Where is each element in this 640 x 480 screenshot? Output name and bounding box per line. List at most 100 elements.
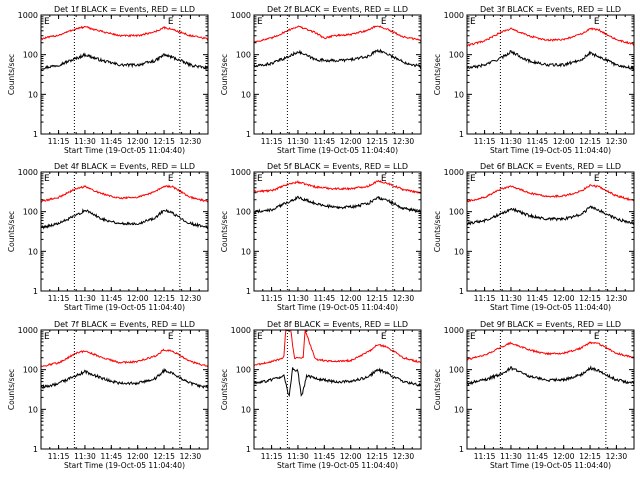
marker-label: E: [168, 17, 174, 27]
y-tick-label: 1000: [444, 168, 464, 177]
panel-title: Det 9f BLACK = Events, RED = LLD: [480, 320, 621, 329]
y-tick-label: 1: [246, 287, 251, 296]
y-tick-label: 100: [449, 208, 464, 217]
series-line-lld: [40, 184, 209, 203]
series-line-lld: [253, 329, 422, 366]
plot-frame: [40, 329, 209, 450]
marker-label: E: [381, 17, 387, 27]
x-axis-label: Start Time (19-Oct-05 11:04:40): [64, 461, 185, 470]
panel-8: Det 8f BLACK = Events, RED = LLD E E 1 10 100…: [220, 320, 422, 470]
panel-title: Det 7f BLACK = Events, RED = LLD: [54, 320, 195, 329]
plot-frame: [253, 171, 422, 292]
x-tick-label: 11:45: [527, 137, 549, 146]
plot-frame: [253, 14, 422, 135]
y-axis-label: Counts/sec: [220, 211, 229, 252]
series-line-events: [40, 208, 209, 230]
y-tick-label: 10: [241, 405, 251, 414]
panel-2: Det 2f BLACK = Events, RED = LLD E E 1 10 100…: [220, 5, 422, 155]
marker-label: E: [470, 17, 476, 27]
series-line-lld: [253, 179, 422, 194]
x-tick-label: 11:30: [74, 294, 96, 303]
x-tick-label: 12:30: [393, 137, 415, 146]
y-axis-label: Counts/sec: [433, 211, 442, 252]
x-tick-label: 11:15: [474, 452, 496, 461]
x-tick-label: 11:15: [474, 137, 496, 146]
x-tick-label: 12:30: [180, 294, 202, 303]
series-line-lld: [40, 25, 209, 41]
x-tick-label: 12:15: [153, 137, 175, 146]
x-tick-label: 12:15: [153, 294, 175, 303]
marker-label: E: [44, 17, 50, 27]
y-tick-label: 10: [28, 247, 38, 256]
y-tick-label: 10: [241, 247, 251, 256]
y-tick-label: 10: [454, 405, 464, 414]
y-tick-label: 1000: [231, 168, 251, 177]
x-tick-label: 11:45: [101, 137, 123, 146]
y-tick-label: 100: [23, 51, 38, 60]
series-line-lld: [466, 27, 635, 47]
plot-frame: [40, 171, 209, 292]
x-tick-label: 12:00: [553, 294, 575, 303]
marker-label: E: [594, 17, 600, 27]
x-tick-label: 11:15: [261, 294, 283, 303]
y-tick-label: 100: [449, 51, 464, 60]
x-tick-label: 12:15: [153, 452, 175, 461]
y-tick-label: 1000: [231, 326, 251, 335]
x-tick-label: 11:45: [101, 452, 123, 461]
x-tick-label: 12:15: [366, 452, 388, 461]
plot-frame: [40, 14, 209, 135]
series-line-lld: [253, 25, 422, 43]
y-tick-label: 1: [459, 445, 464, 454]
x-tick-label: 11:15: [261, 452, 283, 461]
x-tick-label: 12:30: [393, 294, 415, 303]
x-tick-label: 11:30: [500, 137, 522, 146]
series-line-lld: [40, 348, 209, 368]
x-tick-label: 11:30: [287, 137, 309, 146]
plot-frame: [253, 329, 422, 450]
y-axis-label: Counts/sec: [7, 211, 16, 252]
x-tick-label: 11:15: [48, 294, 70, 303]
y-tick-label: 100: [236, 51, 251, 60]
x-tick-label: 12:00: [127, 294, 149, 303]
x-tick-label: 12:30: [180, 452, 202, 461]
x-tick-label: 12:15: [579, 137, 601, 146]
x-tick-label: 11:45: [314, 452, 336, 461]
x-tick-label: 12:00: [553, 137, 575, 146]
panel-title: Det 6f BLACK = Events, RED = LLD: [480, 162, 621, 171]
y-tick-label: 1: [459, 287, 464, 296]
x-tick-label: 11:45: [527, 294, 549, 303]
y-tick-label: 100: [236, 366, 251, 375]
x-tick-label: 12:15: [366, 137, 388, 146]
panel-9: Det 9f BLACK = Events, RED = LLD E E 1 10 100…: [433, 320, 635, 470]
x-axis-label: Start Time (19-Oct-05 11:04:40): [490, 461, 611, 470]
plot-frame: [466, 171, 635, 292]
marker-label: E: [381, 332, 387, 342]
x-tick-label: 12:15: [579, 452, 601, 461]
y-tick-label: 1: [33, 287, 38, 296]
x-tick-label: 11:15: [48, 137, 70, 146]
x-axis-label: Start Time (19-Oct-05 11:04:40): [64, 146, 185, 155]
x-tick-label: 11:45: [314, 137, 336, 146]
y-tick-label: 10: [241, 90, 251, 99]
series-line-events: [253, 367, 422, 397]
x-tick-label: 12:30: [606, 294, 628, 303]
y-axis-label: Counts/sec: [220, 369, 229, 410]
marker-label: E: [44, 332, 50, 342]
y-axis-label: Counts/sec: [220, 54, 229, 95]
x-tick-label: 12:00: [127, 137, 149, 146]
x-axis-label: Start Time (19-Oct-05 11:04:40): [277, 303, 398, 312]
y-tick-label: 1000: [444, 326, 464, 335]
marker-label: E: [257, 332, 263, 342]
x-tick-label: 12:00: [127, 452, 149, 461]
plot-frame: [466, 329, 635, 450]
panel-7: Det 7f BLACK = Events, RED = LLD E E 1 10 100…: [7, 320, 209, 470]
series-line-events: [466, 365, 635, 386]
y-tick-label: 1: [33, 130, 38, 139]
x-tick-label: 12:30: [606, 137, 628, 146]
y-tick-label: 1: [33, 445, 38, 454]
x-tick-label: 12:00: [340, 137, 362, 146]
x-tick-label: 11:30: [500, 452, 522, 461]
x-tick-label: 11:30: [500, 294, 522, 303]
panel-6: Det 6f BLACK = Events, RED = LLD E E 1 10 100…: [433, 162, 635, 312]
panel-4: Det 4f BLACK = Events, RED = LLD E E 1 10 100…: [7, 162, 209, 312]
